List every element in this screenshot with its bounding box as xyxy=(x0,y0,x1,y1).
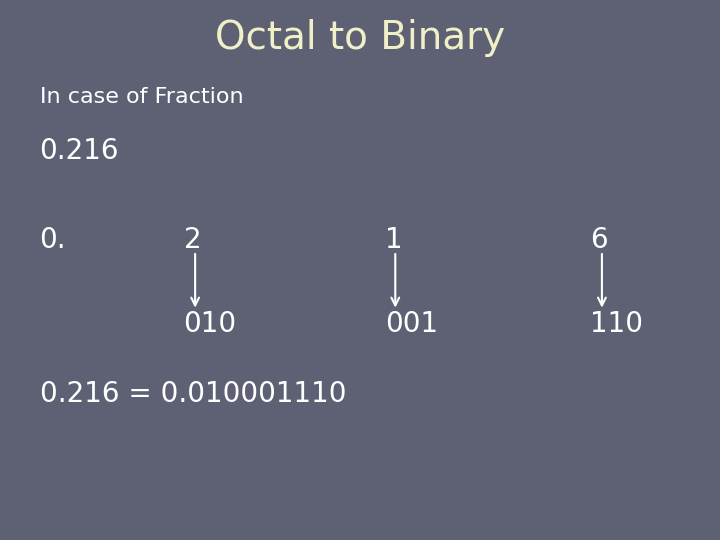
Text: 0.216 = 0.010001110: 0.216 = 0.010001110 xyxy=(40,380,346,408)
Text: 0.216: 0.216 xyxy=(40,137,119,165)
Text: 010: 010 xyxy=(184,310,237,338)
Text: 001: 001 xyxy=(385,310,438,338)
Text: 2: 2 xyxy=(184,226,201,254)
Text: 0.: 0. xyxy=(40,226,66,254)
Text: 110: 110 xyxy=(590,310,644,338)
Text: Octal to Binary: Octal to Binary xyxy=(215,19,505,57)
Text: In case of Fraction: In case of Fraction xyxy=(40,87,243,107)
Text: 6: 6 xyxy=(590,226,608,254)
Text: 1: 1 xyxy=(385,226,402,254)
